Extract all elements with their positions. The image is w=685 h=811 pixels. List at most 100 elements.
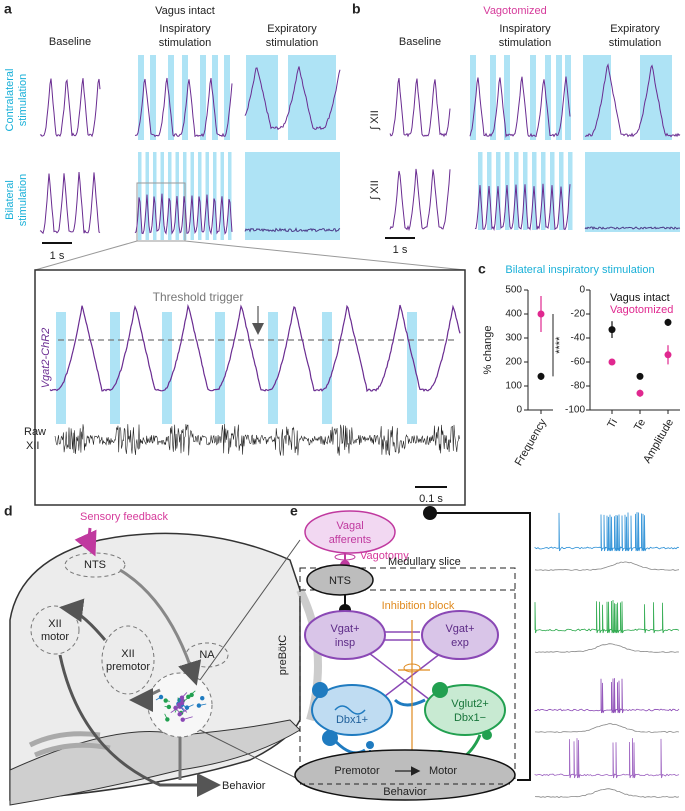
x-tick-label: Te bbox=[632, 417, 648, 433]
stimulation-block bbox=[322, 312, 332, 424]
y-label: % change bbox=[482, 326, 494, 375]
node-label: NTS bbox=[329, 575, 351, 587]
data-point bbox=[636, 372, 644, 380]
trace bbox=[469, 76, 571, 138]
neuron bbox=[180, 717, 185, 722]
stimulation-block bbox=[288, 55, 336, 140]
stimulation-block bbox=[545, 55, 551, 140]
stimulation-block bbox=[228, 152, 232, 240]
y-tick-label: -20 bbox=[571, 309, 586, 320]
data-point bbox=[608, 326, 616, 334]
neuron bbox=[165, 717, 170, 722]
y-label: ∫ XII bbox=[369, 110, 381, 131]
node-label: exp bbox=[451, 637, 469, 649]
y-tick-label: 100 bbox=[505, 381, 522, 392]
stimulation-block bbox=[530, 55, 536, 140]
node-label: insp bbox=[335, 637, 355, 649]
region-label: premotor bbox=[106, 661, 150, 673]
x-tick-label: Frequency bbox=[513, 417, 550, 468]
threshold-label: Threshold trigger bbox=[153, 290, 244, 304]
node-label: Motor bbox=[429, 765, 457, 777]
region-label: Behavior bbox=[222, 780, 266, 792]
stimulation-block bbox=[110, 312, 120, 424]
brainstem-drawing bbox=[9, 527, 322, 806]
stimulation-block bbox=[268, 312, 278, 424]
region-label: XII bbox=[48, 618, 61, 630]
stimulation-block bbox=[162, 312, 172, 424]
neuron-cluster bbox=[155, 690, 207, 722]
column-header: Inspiratory bbox=[499, 23, 551, 35]
y-tick-label: 500 bbox=[505, 285, 522, 296]
region-label: NA bbox=[199, 649, 215, 661]
data-point bbox=[664, 351, 672, 359]
node-label: Vglut2+ bbox=[451, 698, 489, 710]
panel-title: Vagotomized bbox=[483, 5, 546, 17]
scale-label: 0.1 s bbox=[419, 493, 443, 505]
scale-label: 1 s bbox=[393, 244, 408, 256]
zoom-box bbox=[136, 182, 186, 242]
stimulation-block bbox=[640, 55, 672, 140]
stimulation-block bbox=[213, 152, 217, 240]
region-label: Sensory feedback bbox=[80, 511, 169, 523]
trace bbox=[49, 303, 461, 393]
region-label: preBötC bbox=[277, 635, 289, 675]
membrane-trace bbox=[534, 561, 680, 571]
trace bbox=[389, 78, 451, 138]
node-label: Dbx1− bbox=[454, 712, 486, 724]
region-label: motor bbox=[41, 631, 69, 643]
membrane-trace bbox=[534, 788, 680, 798]
neuron bbox=[173, 705, 178, 711]
stimulation-block bbox=[407, 312, 417, 424]
trace bbox=[134, 77, 233, 138]
neuron bbox=[189, 692, 194, 698]
column-header: stimulation bbox=[159, 37, 212, 49]
neuron bbox=[163, 698, 168, 703]
stimulation-block bbox=[138, 55, 144, 140]
neuron bbox=[186, 694, 191, 700]
column-header: stimulation bbox=[499, 37, 552, 49]
panel-label: b bbox=[352, 1, 361, 17]
stimulation-block bbox=[150, 55, 156, 140]
neuron bbox=[179, 701, 185, 706]
x-tick-label: Ti bbox=[605, 417, 620, 431]
data-point bbox=[636, 389, 644, 397]
neuron bbox=[166, 704, 172, 710]
data-point bbox=[537, 310, 545, 318]
y-tick-label: -80 bbox=[571, 381, 586, 392]
neuron bbox=[184, 705, 190, 710]
region-label: XII bbox=[121, 648, 134, 660]
column-header: Expiratory bbox=[267, 23, 317, 35]
neuron bbox=[196, 703, 202, 708]
legend-entry: Vagotomized bbox=[610, 304, 673, 316]
chart-title: Bilateral inspiratory stimulation bbox=[505, 264, 654, 276]
zoom-line bbox=[184, 240, 466, 271]
panel-label: e bbox=[290, 503, 298, 519]
annotation: Medullary slice bbox=[388, 556, 461, 568]
trace bbox=[584, 63, 681, 138]
stimulation-block bbox=[168, 152, 172, 240]
stimulation-block bbox=[220, 152, 224, 240]
y-tick-label: 0 bbox=[579, 285, 585, 296]
trace-label: Raw bbox=[24, 426, 46, 438]
data-point bbox=[537, 372, 545, 380]
annotation: Inhibition block bbox=[382, 600, 455, 612]
panel-label: a bbox=[4, 1, 12, 17]
column-header: Baseline bbox=[399, 36, 441, 48]
panel-label: c bbox=[478, 261, 486, 277]
stimulation-block bbox=[168, 55, 174, 140]
column-header: Expiratory bbox=[610, 23, 660, 35]
spike-trace bbox=[534, 512, 680, 552]
node-label: afferents bbox=[329, 534, 372, 546]
trace bbox=[244, 227, 341, 233]
stimulation-block bbox=[138, 152, 142, 240]
inset-frame bbox=[34, 269, 466, 506]
circuit-diagram bbox=[294, 506, 531, 801]
node-label: Dbx1+ bbox=[336, 714, 368, 726]
column-header: Baseline bbox=[49, 36, 91, 48]
y-tick-label: -40 bbox=[571, 333, 586, 344]
stimulation-block bbox=[246, 55, 278, 140]
spike-trace bbox=[534, 738, 680, 779]
trace bbox=[584, 226, 681, 230]
spike-trace bbox=[534, 600, 680, 634]
neuron bbox=[158, 694, 164, 700]
